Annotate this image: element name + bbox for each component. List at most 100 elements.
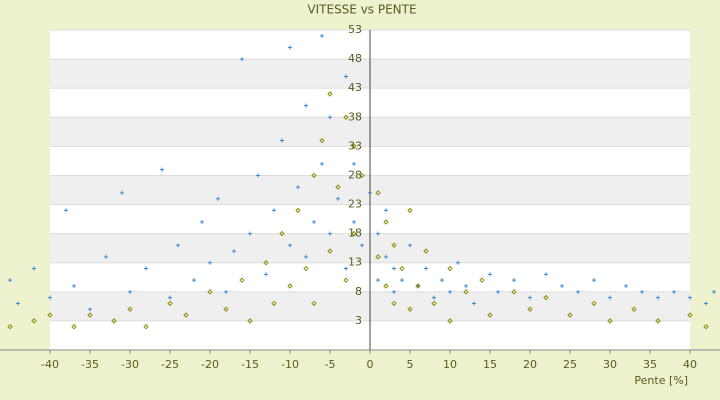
point	[704, 301, 708, 306]
point	[144, 266, 148, 271]
point	[424, 266, 428, 271]
point	[239, 277, 245, 283]
x-tick-label: -15	[241, 358, 259, 371]
point	[111, 318, 117, 324]
point	[392, 289, 396, 294]
point	[8, 278, 12, 283]
point	[224, 289, 228, 294]
point	[288, 243, 292, 248]
point	[344, 74, 348, 79]
point	[487, 312, 493, 318]
chart-title: VITESSE vs PENTE	[307, 3, 416, 17]
point	[343, 277, 349, 283]
y-tick-label: 33	[348, 139, 362, 152]
point	[207, 289, 213, 295]
point	[712, 289, 716, 294]
point	[271, 300, 277, 307]
point	[296, 185, 300, 190]
point	[407, 207, 413, 214]
point	[391, 242, 397, 248]
y-tick-label: 3	[355, 314, 362, 327]
point	[384, 254, 388, 259]
x-tick-label: -20	[201, 358, 219, 371]
point	[48, 295, 52, 300]
point	[272, 208, 276, 213]
point	[208, 260, 212, 265]
point	[527, 306, 533, 312]
point	[400, 278, 404, 283]
point	[87, 312, 93, 318]
x-tick-label: -25	[161, 358, 179, 371]
y-tick-label: 8	[355, 285, 362, 298]
point	[392, 266, 396, 271]
point	[88, 307, 92, 312]
point	[311, 300, 317, 307]
point	[335, 184, 341, 190]
point	[624, 284, 628, 288]
point	[415, 283, 421, 289]
x-tick-label: -30	[121, 358, 139, 371]
point	[512, 278, 516, 283]
y-tick-label: 43	[348, 81, 362, 94]
point	[295, 207, 301, 214]
y-tick-label: 48	[348, 52, 362, 65]
x-tick-label: -10	[281, 358, 299, 371]
x-tick-label: 15	[483, 358, 497, 371]
point	[423, 248, 429, 254]
point	[328, 231, 332, 236]
point	[312, 220, 316, 224]
point	[631, 306, 637, 312]
y-tick-label: 53	[348, 23, 362, 36]
point	[656, 295, 660, 300]
point	[72, 284, 76, 288]
y-tick-label: 18	[348, 227, 362, 240]
point	[327, 91, 333, 97]
x-tick-label: -35	[81, 358, 99, 371]
point	[7, 324, 13, 330]
point	[359, 172, 365, 179]
point	[447, 318, 453, 324]
point	[223, 306, 229, 312]
point	[311, 172, 317, 179]
point	[383, 219, 389, 225]
point	[320, 161, 324, 166]
x-axis-label: Pente [%]	[634, 374, 688, 387]
point	[607, 318, 613, 324]
point	[544, 272, 548, 277]
point	[176, 243, 180, 248]
point	[672, 289, 676, 294]
point	[464, 284, 468, 288]
point	[264, 272, 268, 277]
point	[303, 265, 309, 272]
point	[528, 295, 532, 300]
point	[376, 278, 380, 283]
point	[479, 277, 485, 283]
point	[47, 312, 53, 318]
point	[64, 208, 68, 213]
point	[304, 103, 308, 108]
x-tick-label: 30	[603, 358, 617, 371]
point	[31, 318, 37, 324]
point	[592, 278, 596, 283]
y-tick-label: 23	[348, 198, 362, 211]
point	[640, 289, 644, 294]
point	[488, 272, 492, 277]
point	[448, 289, 452, 294]
point	[560, 284, 564, 288]
point	[703, 324, 709, 330]
x-tick-label: 5	[407, 358, 414, 371]
point	[408, 243, 412, 248]
point	[375, 254, 381, 260]
point	[384, 208, 388, 213]
point	[688, 295, 692, 300]
point	[344, 266, 348, 271]
point	[216, 196, 220, 201]
y-tick-label: 13	[348, 256, 362, 269]
x-tick-label: 35	[643, 358, 657, 371]
point	[71, 324, 77, 330]
x-tick-label: 40	[683, 358, 697, 371]
point	[376, 231, 380, 236]
point	[496, 289, 500, 294]
point	[288, 45, 292, 50]
